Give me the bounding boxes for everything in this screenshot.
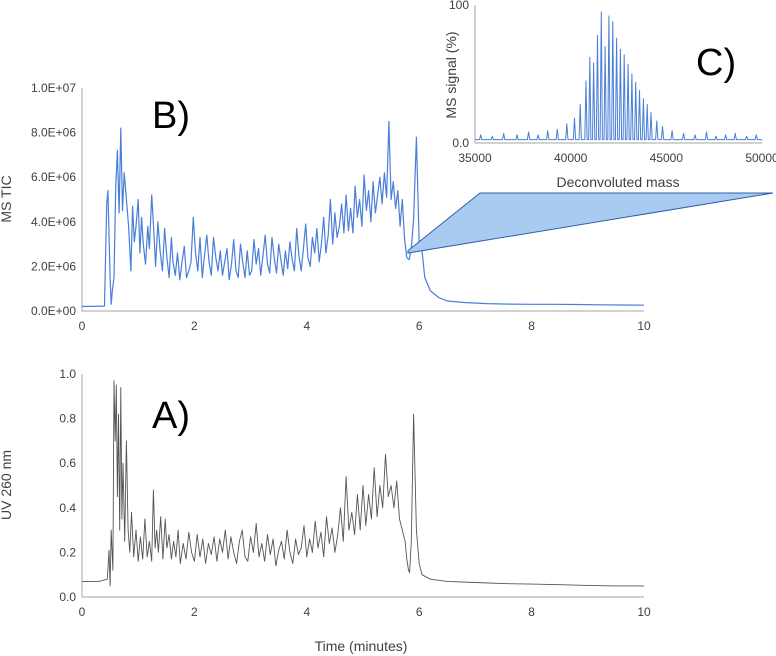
panel-b-y-tick-label: 6.0E+06: [31, 170, 76, 184]
panel-a-uv-trace: [82, 380, 644, 587]
panel-c-x-axis-label: Deconvoluted mass: [557, 174, 680, 190]
panel-b-x-tick-label: 0: [79, 319, 86, 333]
panel-a-y-tick-label: 0.6: [59, 456, 76, 470]
panel-a-y-tick-label: 1.0: [59, 367, 76, 381]
panel-b-x-tick-label: 6: [416, 319, 423, 333]
panel-a-y-tick-label: 0.2: [59, 545, 76, 559]
panel-a-x-tick-label: 10: [637, 605, 651, 619]
panel-b-y-tick-label: 1.0E+07: [31, 81, 76, 95]
panel-c-x-tick-label: 40000: [554, 151, 588, 165]
panel-a-y-tick-label: 0.8: [59, 412, 76, 426]
panel-c-y-axis-label: MS signal (%): [443, 31, 459, 118]
panel-b-y-tick-label: 8.0E+06: [31, 126, 76, 140]
panel-c-deconvoluted-spectrum: 0.0 100 35000 40000 45000 50000 Deconvoluted…: [443, 0, 776, 190]
panel-a-x-tick-label: 2: [191, 605, 198, 619]
panel-a-label: A): [152, 395, 190, 437]
panel-b-x-tick-label: 10: [637, 319, 651, 333]
panel-c-x-tick-label: 45000: [650, 151, 684, 165]
zoom-callout-wedge: [407, 192, 774, 254]
panel-a-y-axis-label: UV 260 nm: [0, 450, 14, 520]
panel-c-spectrum-trace: [475, 11, 762, 141]
panel-b-x-tick-label: 2: [191, 319, 198, 333]
panel-a-x-tick-label: 4: [303, 605, 310, 619]
panel-c-x-tick-label: 50000: [745, 151, 776, 165]
panel-b-y-axis-label: MS TIC: [0, 175, 14, 222]
panel-b-x-tick-label: 8: [528, 319, 535, 333]
panel-b-ms-tic-trace: [81, 120, 645, 308]
panel-b-ms-tic-chart: 0.0E+00 2.0E+06 4.0E+06 6.0E+06 8.0E+06 1.0E+…: [0, 81, 651, 333]
panel-c-y-tick-label: 0.0: [452, 136, 469, 150]
panel-b-x-tick-label: 4: [303, 319, 310, 333]
panel-a-y-tick-label: 0.0: [59, 590, 76, 604]
panel-b-y-tick-label: 4.0E+06: [31, 215, 76, 229]
panel-b-y-tick-label: 0.0E+00: [31, 304, 76, 318]
panel-a-x-axis-label: Time (minutes): [315, 638, 408, 654]
panel-a-x-tick-label: 0: [79, 605, 86, 619]
panel-b-y-tick-label: 2.0E+06: [31, 259, 76, 273]
panel-a-x-tick-label: 6: [416, 605, 423, 619]
panel-a-x-tick-label: 8: [528, 605, 535, 619]
panel-c-label: C): [696, 42, 736, 84]
panel-b-label: B): [152, 95, 190, 137]
panel-a-uv-chart: 0.0 0.2 0.4 0.6 0.8 1.0 0 2 4 6 8 10 UV 260 nm Tim…: [0, 367, 651, 654]
panel-c-y-tick-label: 100: [449, 0, 469, 12]
panel-a-y-tick-label: 0.4: [59, 501, 76, 515]
panel-c-x-tick-label: 35000: [458, 151, 492, 165]
